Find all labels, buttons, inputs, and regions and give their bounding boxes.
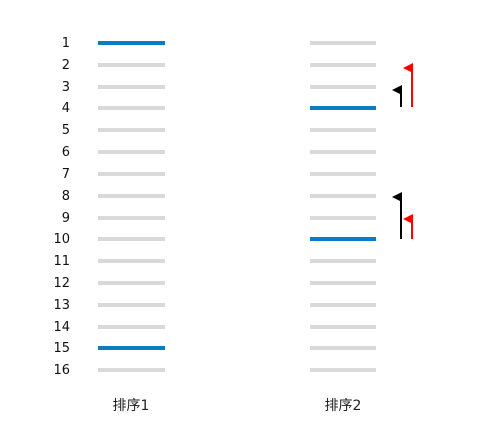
rank-label: 14: [53, 320, 70, 335]
rank-label: 4: [62, 101, 70, 116]
rank-label: 2: [62, 58, 70, 73]
rank-label: 16: [53, 363, 70, 378]
rank-label: 10: [53, 232, 70, 247]
rank-label: 7: [62, 167, 70, 182]
rank-label: 9: [62, 211, 70, 226]
rank-label: 12: [53, 276, 70, 291]
column-1-bars: [98, 41, 165, 372]
rank-label: 13: [53, 298, 70, 313]
column-2-caption: 排序2: [325, 398, 362, 414]
rank-label: 6: [62, 145, 70, 160]
rank-label: 5: [62, 123, 70, 138]
rank-label: 1: [62, 36, 70, 51]
column-1-caption: 排序1: [113, 398, 150, 414]
rank-label: 11: [53, 254, 70, 269]
column-2-bars: [310, 41, 376, 372]
rank-label: 15: [53, 341, 70, 356]
rank-label: 8: [62, 189, 70, 204]
rank-label: 3: [62, 80, 70, 95]
